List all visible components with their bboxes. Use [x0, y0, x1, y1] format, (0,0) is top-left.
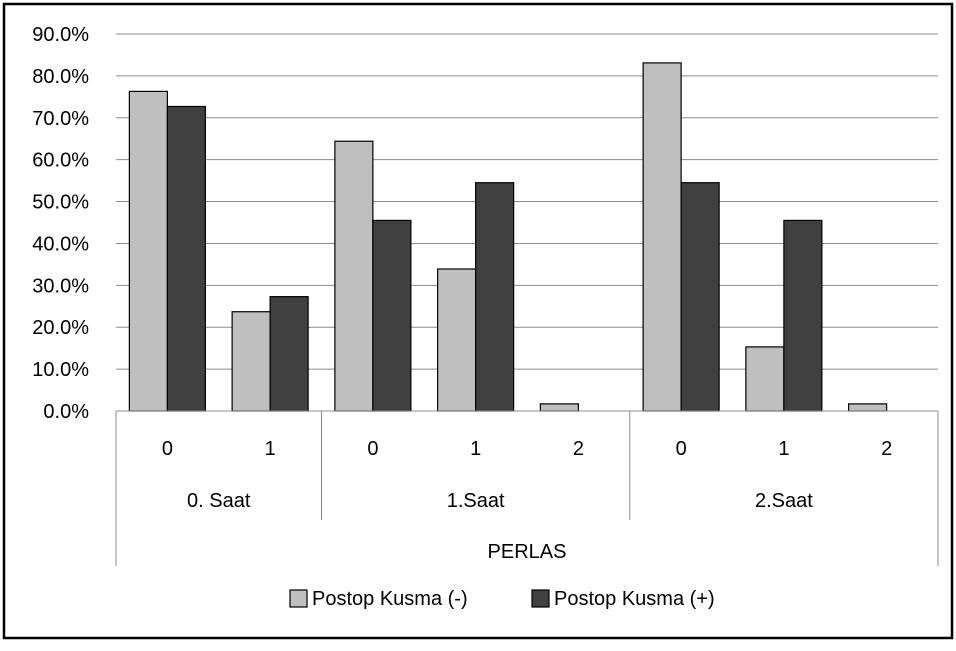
x-tick-label: 0: [676, 438, 687, 460]
y-tick-label: 0.0%: [43, 401, 89, 423]
bars: [128, 62, 888, 412]
legend-swatch: [531, 589, 550, 608]
y-tick-label: 30.0%: [32, 275, 89, 297]
y-tick-label: 20.0%: [32, 317, 89, 339]
bar: [372, 219, 412, 412]
x-tick-label: 0: [162, 438, 173, 460]
bar: [848, 403, 888, 412]
x-tick-label: 2: [573, 438, 584, 460]
x-axis-title: PERLAS: [488, 541, 567, 563]
group-label: 0. Saat: [187, 490, 251, 512]
group-label: 2.Saat: [755, 490, 813, 512]
x-tick-label: 1: [778, 438, 789, 460]
legend-swatch: [289, 589, 308, 608]
x-tick-label: 1: [265, 438, 276, 460]
bar: [166, 105, 206, 412]
y-tick-label: 60.0%: [32, 150, 89, 172]
bar: [475, 182, 515, 412]
y-axis-tick-labels: 0.0% 10.0% 20.0% 30.0% 40.0% 50.0% 60.0% 70.0% 8…: [32, 24, 89, 423]
bar: [231, 311, 271, 412]
legend-label: Postop Kusma (+): [554, 588, 715, 610]
y-tick-label: 70.0%: [32, 108, 89, 130]
bar: [745, 346, 785, 412]
x-tick-label: 0: [367, 438, 378, 460]
legend-label: Postop Kusma (-): [312, 588, 468, 610]
bar: [334, 140, 374, 412]
bar: [269, 296, 309, 412]
y-tick-label: 90.0%: [32, 24, 89, 46]
bar: [783, 219, 823, 412]
x-axis: 0 1 0 1 2 0 1 2 0. Saat 1.Saat 2.Saat PERLAS: [115, 410, 939, 566]
bar: [128, 90, 168, 412]
x-tick-label: 2: [881, 438, 892, 460]
legend: Postop Kusma (-) Postop Kusma (+): [289, 588, 715, 610]
y-tick-label: 10.0%: [32, 359, 89, 381]
y-tick-label: 40.0%: [32, 233, 89, 255]
bar: [642, 62, 682, 412]
x-tick-label: 1: [470, 438, 481, 460]
bar: [437, 268, 477, 412]
y-tick-label: 50.0%: [32, 192, 89, 214]
y-tick-label: 80.0%: [32, 66, 89, 88]
bar: [539, 403, 579, 412]
group-label: 1.Saat: [447, 490, 505, 512]
bar: [680, 182, 720, 412]
